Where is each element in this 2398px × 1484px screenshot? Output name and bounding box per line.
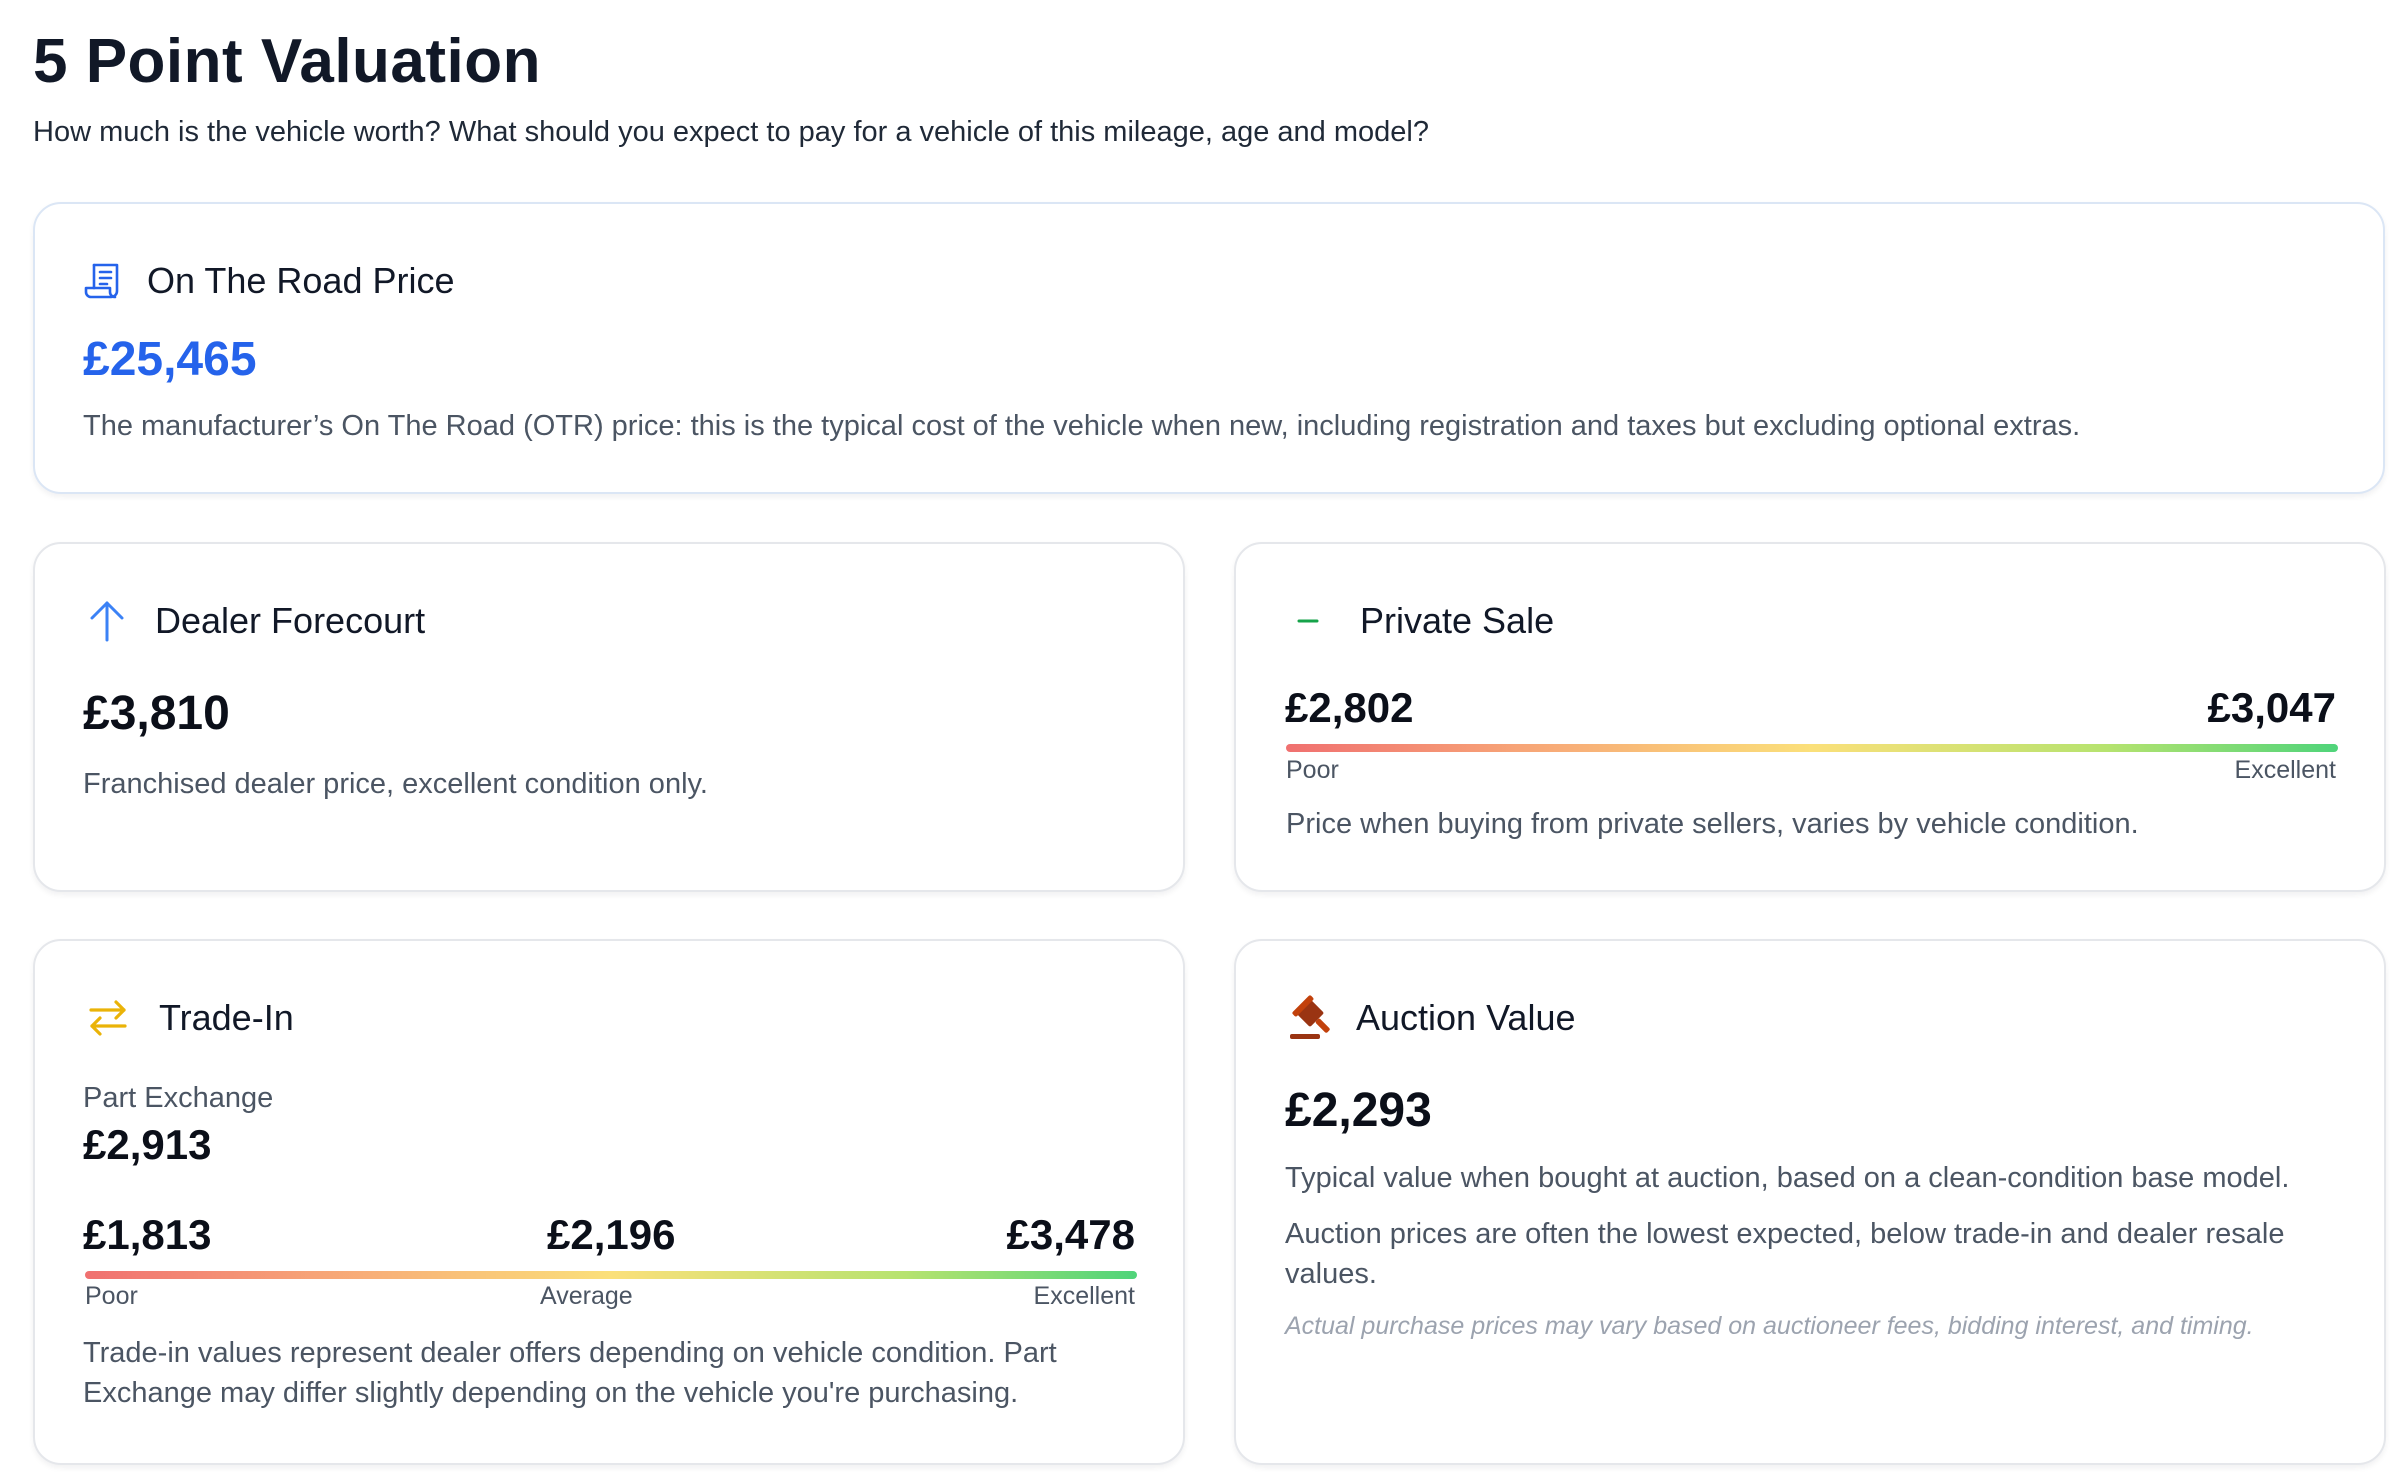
- dealer-card: Dealer Forecourt £3,810 Franchised deale…: [33, 542, 1185, 892]
- arrow-up-icon: [87, 599, 127, 643]
- private-high-price: £3,047: [2207, 684, 2336, 731]
- private-sale-card: Private Sale £2,802 £3,047 Poor Excellen…: [1234, 542, 2386, 892]
- auction-title: Auction Value: [1356, 997, 1576, 1038]
- trade-in-poor-label: Poor: [85, 1282, 138, 1310]
- trade-in-description-line1: Trade-in values represent dealer offers …: [83, 1337, 1057, 1369]
- part-exchange-label: Part Exchange: [83, 1082, 274, 1114]
- dealer-price: £3,810: [83, 687, 230, 740]
- trade-in-mid-price: £2,196: [547, 1211, 676, 1258]
- dealer-title: Dealer Forecourt: [155, 600, 426, 641]
- auction-description-2-line1: Auction prices are often the lowest expe…: [1285, 1218, 2285, 1250]
- trade-in-average-label: Average: [540, 1282, 633, 1310]
- private-condition-bar: [1286, 744, 2338, 752]
- page-title: 5 Point Valuation: [33, 27, 542, 96]
- gavel-icon: [1286, 995, 1332, 1041]
- trade-in-low-price: £1,813: [83, 1211, 212, 1258]
- receipt-icon: [83, 261, 123, 301]
- auction-description-2-line2: values.: [1285, 1258, 1377, 1290]
- auction-description: Typical value when bought at auction, ba…: [1285, 1162, 2290, 1194]
- auction-price: £2,293: [1285, 1084, 1432, 1137]
- trade-in-description-line2: Exchange may differ slightly depending o…: [83, 1377, 1019, 1409]
- private-description: Price when buying from private sellers, …: [1286, 808, 2139, 840]
- trade-in-condition-bar: [85, 1271, 1137, 1279]
- swap-arrows-icon: [87, 998, 129, 1038]
- otr-card: On The Road Price £25,465 The manufactur…: [33, 202, 2385, 494]
- trade-in-card: Trade-In Part Exchange £2,913 £1,813 £2,…: [33, 939, 1185, 1465]
- minus-icon: [1296, 599, 1320, 643]
- trade-in-high-price: £3,478: [1006, 1211, 1135, 1258]
- trade-in-title: Trade-In: [159, 997, 294, 1038]
- otr-price: £25,465: [83, 333, 257, 386]
- auction-card: Auction Value £2,293 Typical value when …: [1234, 939, 2386, 1465]
- private-low-price: £2,802: [1285, 684, 1414, 731]
- dealer-description: Franchised dealer price, excellent condi…: [83, 768, 708, 800]
- page-subtitle: How much is the vehicle worth? What shou…: [33, 116, 1429, 148]
- part-exchange-price: £2,913: [83, 1121, 212, 1168]
- private-title: Private Sale: [1360, 600, 1555, 641]
- otr-description: The manufacturer’s On The Road (OTR) pri…: [83, 410, 2081, 442]
- private-poor-label: Poor: [1286, 756, 1339, 784]
- private-excellent-label: Excellent: [2234, 756, 2336, 784]
- auction-note: Actual purchase prices may vary based on…: [1285, 1312, 2254, 1340]
- trade-in-excellent-label: Excellent: [1033, 1282, 1135, 1310]
- otr-title: On The Road Price: [147, 260, 455, 301]
